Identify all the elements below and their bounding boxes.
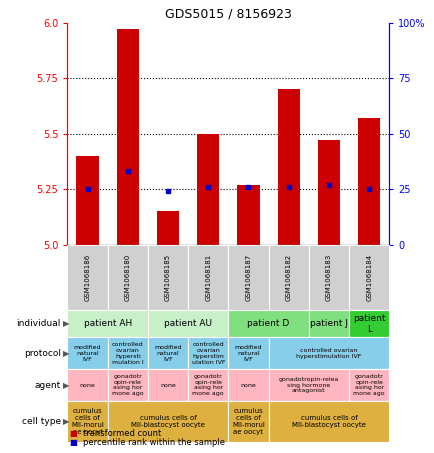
Text: ■: ■ (69, 438, 77, 447)
Text: cumulus
cells of
MII-morul
ae oocyt: cumulus cells of MII-morul ae oocyt (71, 408, 104, 435)
Text: none: none (160, 382, 175, 388)
Text: ▶: ▶ (63, 349, 69, 358)
Text: modified
natural
IVF: modified natural IVF (74, 345, 101, 361)
Text: modified
natural
IVF: modified natural IVF (154, 345, 181, 361)
Text: GSM1068180: GSM1068180 (125, 254, 131, 301)
Text: patient AU: patient AU (164, 319, 212, 328)
Text: GSM1068185: GSM1068185 (164, 254, 171, 301)
Text: ▶: ▶ (63, 417, 69, 426)
Text: patient D: patient D (247, 319, 289, 328)
Bar (197, 134, 219, 245)
Bar (357, 118, 379, 245)
Text: percentile rank within the sample: percentile rank within the sample (82, 438, 224, 447)
Text: GSM1068187: GSM1068187 (245, 254, 251, 301)
Bar (237, 185, 259, 245)
Text: ▶: ▶ (63, 381, 69, 390)
Text: none: none (240, 382, 256, 388)
Text: controlled
ovarian
hypersti
mulation I: controlled ovarian hypersti mulation I (112, 342, 143, 365)
Text: gonadotropin-relea
sing hormone
antagonist: gonadotropin-relea sing hormone antagoni… (278, 377, 338, 393)
Text: patient
L: patient L (352, 314, 385, 333)
Text: GSM1068186: GSM1068186 (84, 254, 90, 301)
Text: gonadotr
opin-rele
asing hor
mone ago: gonadotr opin-rele asing hor mone ago (192, 374, 224, 396)
Text: patient J: patient J (309, 319, 347, 328)
Text: GSM1068182: GSM1068182 (285, 254, 291, 301)
Text: individual: individual (16, 319, 61, 328)
Text: gonadotr
opin-rele
asing hor
mone ago: gonadotr opin-rele asing hor mone ago (352, 374, 384, 396)
Text: ■: ■ (69, 429, 77, 438)
Text: GSM1068181: GSM1068181 (205, 254, 211, 301)
Text: modified
natural
IVF: modified natural IVF (234, 345, 262, 361)
Text: protocol: protocol (24, 349, 61, 358)
Text: controlled ovarian
hyperstimulation IVF: controlled ovarian hyperstimulation IVF (296, 348, 361, 359)
Text: agent: agent (35, 381, 61, 390)
Bar (76, 156, 99, 245)
Text: cell type: cell type (22, 417, 61, 426)
Text: cumulus cells of
MII-blastocyst oocyte: cumulus cells of MII-blastocyst oocyte (291, 415, 365, 428)
Text: gonadotr
opin-rele
asing hor
mone ago: gonadotr opin-rele asing hor mone ago (112, 374, 143, 396)
Bar (277, 89, 299, 245)
Text: none: none (79, 382, 95, 388)
Text: cumulus
cells of
MII-morul
ae oocyt: cumulus cells of MII-morul ae oocyt (231, 408, 264, 435)
Title: GDS5015 / 8156923: GDS5015 / 8156923 (164, 7, 291, 20)
Bar (157, 211, 179, 245)
Text: controlled
ovarian
hyperstim
ulation IVF: controlled ovarian hyperstim ulation IVF (191, 342, 224, 365)
Text: ▶: ▶ (63, 319, 69, 328)
Text: transformed count: transformed count (82, 429, 161, 438)
Text: GSM1068184: GSM1068184 (365, 254, 372, 301)
Bar (116, 29, 138, 245)
Bar (317, 140, 339, 245)
Text: cumulus cells of
MII-blastocyst oocyte: cumulus cells of MII-blastocyst oocyte (131, 415, 204, 428)
Text: patient AH: patient AH (83, 319, 132, 328)
Text: GSM1068183: GSM1068183 (325, 254, 331, 301)
